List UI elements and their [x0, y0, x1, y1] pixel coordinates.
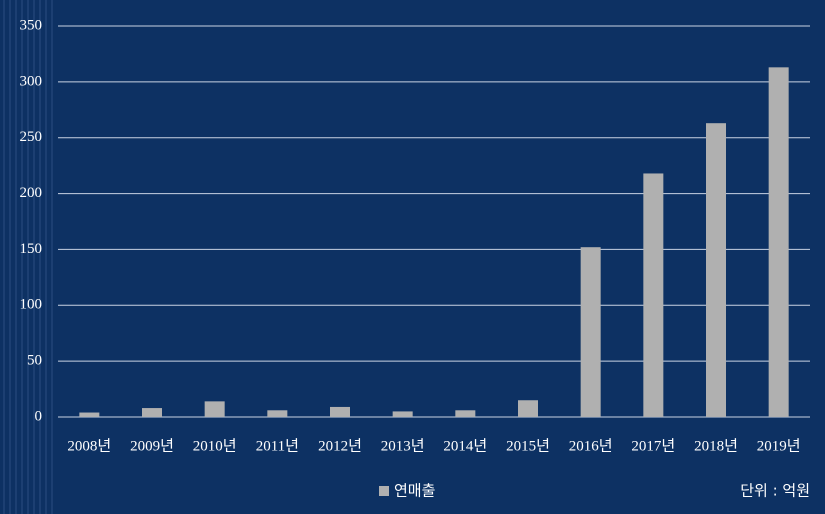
- bar: [392, 411, 413, 417]
- x-tick-label: 2009년: [130, 437, 174, 454]
- x-tick-label: 2013년: [381, 437, 425, 454]
- x-tick-label: 2014년: [443, 437, 487, 454]
- y-tick-label: 300: [20, 73, 43, 89]
- bar: [643, 173, 664, 417]
- x-tick-label: 2008년: [67, 437, 111, 454]
- x-tick-label: 2015년: [506, 437, 550, 454]
- bar: [204, 401, 225, 417]
- bar: [142, 408, 162, 417]
- bar: [580, 247, 601, 417]
- bar: [768, 67, 789, 417]
- bar: [330, 406, 350, 417]
- y-tick-label: 0: [35, 408, 43, 424]
- x-tick-label: 2016년: [569, 437, 613, 454]
- x-tick-label: 2017년: [631, 437, 675, 454]
- stripe-decoration: [3, 0, 53, 514]
- bar: [706, 123, 726, 417]
- y-tick-label: 200: [20, 185, 43, 201]
- bar: [267, 410, 288, 417]
- y-tick-label: 150: [20, 241, 43, 257]
- unit-note: 단위 : 억원: [740, 482, 810, 500]
- legend-label: 연매출: [394, 482, 435, 500]
- y-tick-label: 350: [20, 17, 43, 33]
- x-tick-label: 2012년: [318, 437, 362, 454]
- y-tick-label: 50: [27, 353, 42, 369]
- y-tick-label: 250: [20, 129, 43, 145]
- legend-swatch: [379, 486, 389, 496]
- bar: [518, 400, 538, 417]
- x-tick-label: 2011년: [256, 437, 299, 454]
- x-tick-label: 2018년: [694, 437, 738, 454]
- x-tick-label: 2010년: [193, 437, 237, 454]
- y-tick-label: 100: [20, 297, 43, 313]
- bar: [79, 412, 100, 417]
- x-tick-label: 2019년: [757, 437, 801, 454]
- bar: [455, 410, 476, 417]
